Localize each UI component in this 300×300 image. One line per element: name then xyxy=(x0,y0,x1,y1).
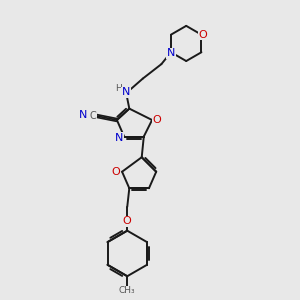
Text: N: N xyxy=(167,48,175,58)
Text: O: O xyxy=(123,216,132,226)
Text: N: N xyxy=(115,133,123,142)
Text: C: C xyxy=(90,111,97,121)
Text: O: O xyxy=(112,167,120,177)
Text: O: O xyxy=(198,30,207,40)
Text: O: O xyxy=(153,115,162,125)
Text: CH₃: CH₃ xyxy=(119,286,136,295)
Text: H: H xyxy=(116,85,122,94)
Text: N: N xyxy=(79,110,87,120)
Text: N: N xyxy=(122,87,130,97)
